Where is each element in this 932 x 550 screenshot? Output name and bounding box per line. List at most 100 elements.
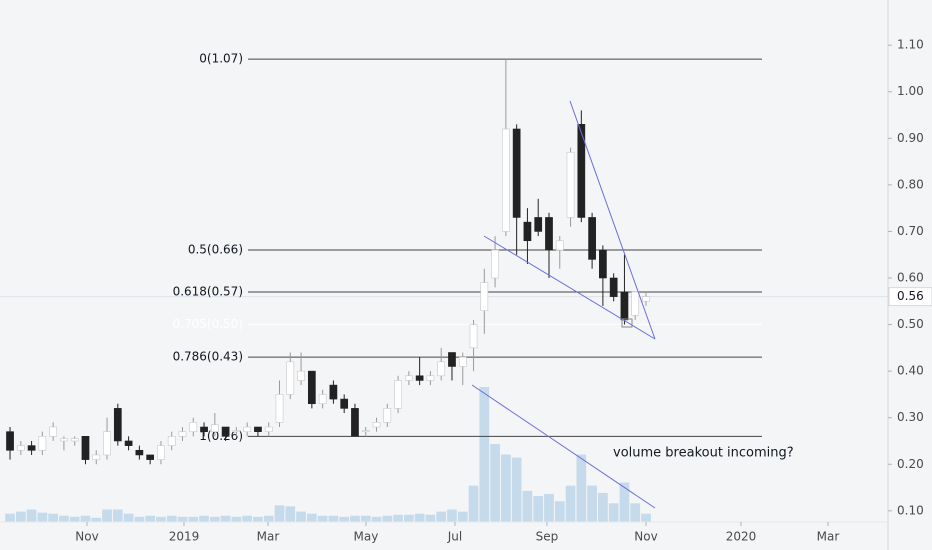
- candle-body: [437, 361, 446, 377]
- y-tick-label: 1.00: [897, 84, 924, 98]
- y-tick-label: 0.20: [897, 457, 924, 471]
- volume-bar: [522, 490, 533, 522]
- candle-body: [512, 128, 521, 218]
- candle-body: [566, 151, 575, 218]
- volume-bar: [5, 513, 15, 522]
- volume-bar: [306, 513, 317, 522]
- candle-body: [523, 221, 532, 242]
- x-tick-label: Nov: [634, 530, 657, 544]
- volume-bar: [350, 515, 360, 522]
- volume-bar: [587, 485, 597, 522]
- candle-body: [200, 426, 208, 432]
- volume-bar: [619, 482, 630, 522]
- x-tick-label: 2019: [169, 530, 200, 544]
- candle-body: [620, 291, 629, 321]
- candle-body: [340, 398, 349, 409]
- volume-bar: [425, 514, 436, 522]
- volume-bar: [220, 515, 231, 522]
- candle-body: [631, 291, 640, 316]
- volume-bar: [285, 506, 296, 522]
- volume-bar: [328, 515, 339, 522]
- candle-body: [167, 436, 176, 446]
- y-tick-label: 1.10: [897, 38, 924, 52]
- volume-bar: [447, 509, 457, 522]
- candle-body: [491, 249, 499, 279]
- candle-body: [157, 445, 165, 460]
- candle-body: [480, 282, 489, 311]
- candle-body: [254, 426, 262, 432]
- last-price-box: [888, 287, 932, 307]
- fib-layer: 0(1.07) 0.5(0.66) 0.618(0.57) 0.705(0.50) 0.…: [173, 52, 762, 443]
- fib-label: 0(1.07): [199, 52, 243, 66]
- candle-body: [469, 324, 478, 349]
- volume-bar: [641, 513, 651, 522]
- candle-body: [545, 217, 553, 251]
- volume-bar: [242, 515, 253, 522]
- candle-body: [448, 352, 456, 367]
- candle-body: [351, 408, 359, 437]
- volume-bar: [48, 513, 58, 522]
- marker-box: [621, 318, 633, 328]
- candle-body: [415, 375, 424, 381]
- volume-bar: [15, 511, 26, 522]
- candle-body: [189, 422, 198, 432]
- candle-body: [599, 249, 607, 279]
- volume-bar: [501, 454, 511, 522]
- candle-body: [113, 408, 122, 442]
- fib-label: 1(0.26): [199, 429, 243, 443]
- y-tick-label: 0.80: [897, 177, 924, 191]
- candle-body: [81, 436, 90, 460]
- candle-body: [555, 240, 564, 251]
- volume-bar: [209, 516, 220, 522]
- candle-body: [16, 445, 25, 451]
- volume-bar: [123, 513, 134, 522]
- y-tick-label: 0.10: [897, 503, 924, 517]
- y-tick-label: 0.50: [897, 317, 924, 331]
- candle-body: [458, 356, 467, 367]
- candle-body: [642, 296, 650, 302]
- y-tick-label: 0.30: [897, 410, 924, 424]
- volume-bar: [91, 517, 102, 522]
- volume-bar: [112, 509, 123, 522]
- candle-body: [178, 431, 187, 437]
- annotation: volume breakout incoming?: [613, 446, 794, 461]
- y-tick-label: 0.90: [897, 131, 924, 145]
- volume-bar: [457, 511, 468, 522]
- candle-body: [297, 370, 305, 381]
- volume-bar: [231, 516, 242, 522]
- volume-bar: [371, 516, 382, 522]
- candle-body: [588, 217, 596, 260]
- volume-bar: [436, 511, 447, 522]
- candle-body: [232, 430, 241, 433]
- trend-lines: [471, 100, 656, 509]
- candle-body: [361, 430, 370, 433]
- candle-body: [318, 394, 327, 405]
- y-tick-label: 0.70: [897, 224, 924, 238]
- axis-layer: 0.10 0.20 0.30 0.40 0.50 0.60 0.70 0.80 0.90 1.00…: [75, 38, 932, 544]
- volume-bar: [598, 492, 608, 522]
- volume-bar: [69, 516, 80, 522]
- volume-bar: [554, 501, 565, 522]
- candle-body: [394, 380, 402, 409]
- x-tick-label: Mar: [257, 530, 280, 544]
- volume-bar: [26, 509, 37, 522]
- candle-body: [146, 454, 155, 460]
- volume-bar: [479, 387, 490, 522]
- volume-bar: [468, 485, 479, 522]
- volume-bar: [296, 511, 306, 522]
- fib-label: 0.5(0.66): [188, 243, 243, 257]
- fib-label: 0.786(0.43): [173, 350, 243, 364]
- candle-body: [609, 277, 618, 297]
- candle-body: [103, 431, 111, 456]
- volume-bar: [166, 515, 177, 522]
- fib-label: 0.618(0.57): [173, 284, 243, 298]
- x-tick-label: 2020: [726, 530, 757, 544]
- volume-bar: [263, 515, 274, 522]
- candle-body: [275, 394, 284, 423]
- volume-bar: [177, 516, 188, 522]
- volume-bar: [576, 454, 587, 522]
- volume-bar: [274, 505, 285, 522]
- candle-layer: [6, 59, 650, 465]
- candle-body: [38, 436, 47, 451]
- candle-body: [307, 370, 316, 405]
